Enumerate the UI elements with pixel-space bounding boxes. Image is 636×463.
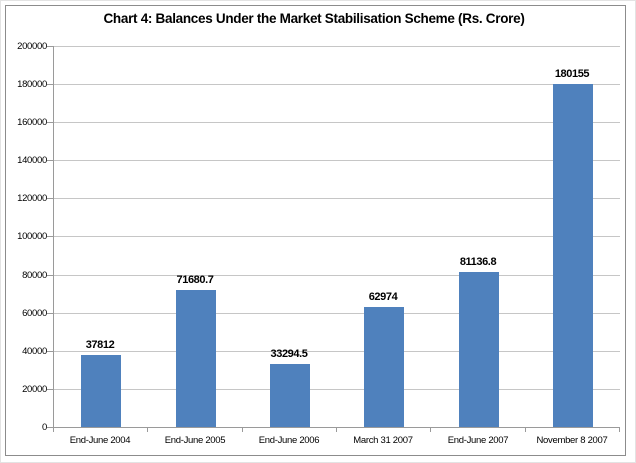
bar (270, 364, 310, 427)
y-axis-tick-label: 140000 (17, 155, 47, 166)
gridline (54, 236, 620, 237)
bar-value-label: 81136.8 (459, 256, 497, 268)
gridline (54, 313, 620, 314)
bar-value-label: 71680.7 (176, 274, 214, 286)
x-axis-tick (53, 428, 54, 432)
y-axis-tick (47, 313, 53, 314)
x-axis-category-label: March 31 2007 (353, 435, 413, 446)
gridline (54, 198, 620, 199)
y-axis-tick-label: 0 (42, 422, 47, 433)
y-axis-tick (47, 122, 53, 123)
y-axis-tick-label: 80000 (22, 270, 47, 281)
x-axis-category-label: November 8 2007 (536, 435, 608, 446)
x-axis-tick (336, 428, 337, 432)
y-axis-tick-label: 60000 (22, 308, 47, 319)
y-axis-tick (47, 236, 53, 237)
y-axis-tick (47, 351, 53, 352)
bar-value-label: 62974 (368, 291, 398, 303)
x-axis-category-label: End-June 2004 (69, 435, 131, 446)
x-axis-tick (619, 428, 620, 432)
gridline (54, 275, 620, 276)
y-axis-tick (47, 275, 53, 276)
x-axis-category-label: End-June 2007 (447, 435, 509, 446)
bar (176, 290, 216, 427)
gridline (54, 46, 620, 47)
y-axis-tick (47, 389, 53, 390)
bar (553, 84, 593, 427)
x-axis-tick (430, 428, 431, 432)
bar (459, 272, 499, 427)
x-axis-tick (242, 428, 243, 432)
bar-value-label: 33294.5 (270, 348, 308, 360)
gridline (54, 122, 620, 123)
bar-value-label: 180155 (554, 68, 590, 80)
y-axis-tick-label: 100000 (17, 231, 47, 242)
y-axis-tick-label: 120000 (17, 193, 47, 204)
y-axis-tick (47, 198, 53, 199)
chart-title: Chart 4: Balances Under the Market Stabi… (103, 11, 525, 26)
gridline (54, 160, 620, 161)
y-axis-tick (47, 84, 53, 85)
gridline (54, 389, 620, 390)
x-axis-category-label: End-June 2005 (164, 435, 226, 446)
bar-value-label: 37812 (85, 339, 115, 351)
y-axis-tick-label: 20000 (22, 384, 47, 395)
x-axis-category-label: End-June 2006 (258, 435, 320, 446)
y-axis-tick-label: 160000 (17, 117, 47, 128)
y-axis-tick (47, 46, 53, 47)
y-axis-tick-label: 40000 (22, 346, 47, 357)
y-axis-tick (47, 427, 53, 428)
x-axis-tick (147, 428, 148, 432)
gridline (54, 84, 620, 85)
gridline (54, 351, 620, 352)
y-axis-tick (47, 160, 53, 161)
bar (364, 307, 404, 427)
bar (81, 355, 121, 427)
y-axis-tick-label: 200000 (17, 41, 47, 52)
x-axis-tick (525, 428, 526, 432)
plot-area (53, 46, 620, 428)
y-axis-tick-label: 180000 (17, 79, 47, 90)
